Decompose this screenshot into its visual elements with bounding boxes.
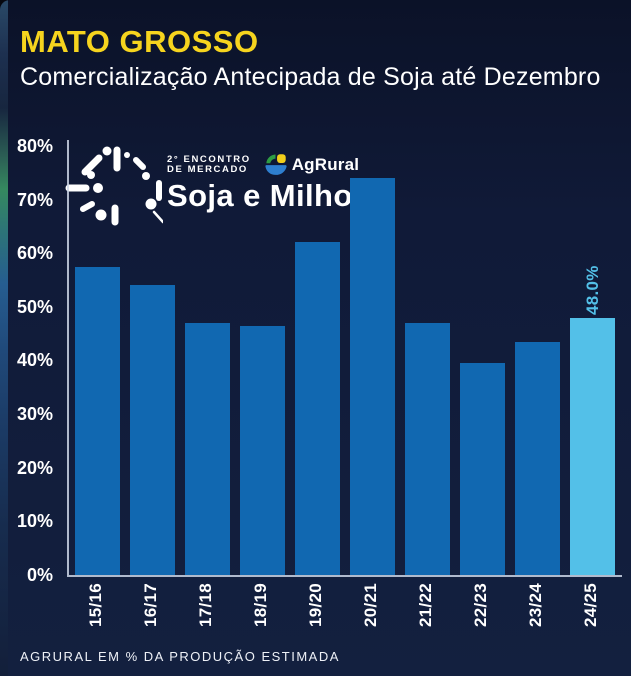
highlight-value-label: 48.0%: [582, 264, 602, 315]
x-tick-label: 19/20: [305, 583, 325, 628]
agrural-brand: AgRural: [263, 152, 360, 177]
agrural-leaf-icon: [265, 154, 287, 175]
x-tick-label: 15/16: [85, 583, 105, 628]
bar-16-17: [130, 285, 175, 575]
bar-17-18: [185, 322, 230, 575]
y-tick-label: 30%: [16, 404, 53, 425]
bar-18-19: [240, 325, 285, 575]
bar-24-25: [570, 317, 615, 575]
y-axis: 0% 10% 20% 30% 40% 50% 60% 70% 80%: [0, 136, 61, 585]
y-tick-label: 40%: [16, 350, 53, 371]
event-title: Soja e Milho: [167, 178, 353, 213]
page-title: MATO GROSSO: [20, 24, 259, 59]
event-line1: 2° ENCONTRO: [167, 153, 251, 165]
plot-area: 48.0%: [67, 140, 622, 577]
bar-19-20: [295, 242, 340, 575]
bar-21-22: [405, 322, 450, 575]
sunburst-icon: [65, 146, 163, 226]
x-tick-label: 22/23: [470, 583, 490, 628]
y-tick-label: 80%: [16, 135, 53, 156]
left-gradient-strip: [0, 0, 8, 676]
bar-15-16: [75, 266, 120, 575]
y-tick-label: 60%: [16, 243, 53, 264]
y-tick-label: 10%: [16, 511, 53, 532]
x-axis: 15/16 16/17 17/18 18/19 19/20 20/21 21/22 22/23…: [67, 577, 620, 643]
x-tick-label: 20/21: [360, 583, 380, 628]
y-tick-label: 50%: [16, 296, 53, 317]
bar-23-24: [515, 341, 560, 575]
x-tick-label: 18/19: [250, 583, 270, 628]
y-tick-label: 20%: [16, 457, 53, 478]
agrural-brand-name: AgRural: [291, 154, 360, 174]
source-note: AGRURAL EM % DA PRODUÇÃO ESTIMADA: [20, 649, 340, 664]
bar-22-23: [460, 363, 505, 575]
y-tick-label: 0%: [26, 565, 53, 585]
event-logo-block: 2° ENCONTRO DE MERCADO AgRural Soja e Mi…: [167, 152, 359, 214]
y-tick-label: 70%: [16, 189, 53, 210]
event-name-small: 2° ENCONTRO DE MERCADO: [167, 153, 251, 175]
x-tick-label: 16/17: [140, 583, 160, 628]
x-tick-label: 21/22: [415, 583, 435, 628]
x-tick-label: 24/25: [580, 583, 600, 628]
event-line2: DE MERCADO: [167, 163, 248, 175]
bar-20-21: [350, 178, 395, 575]
x-tick-label: 17/18: [195, 583, 215, 628]
x-tick-label: 23/24: [525, 583, 545, 628]
chart-subtitle: Comercialização Antecipada de Soja até D…: [20, 63, 601, 91]
